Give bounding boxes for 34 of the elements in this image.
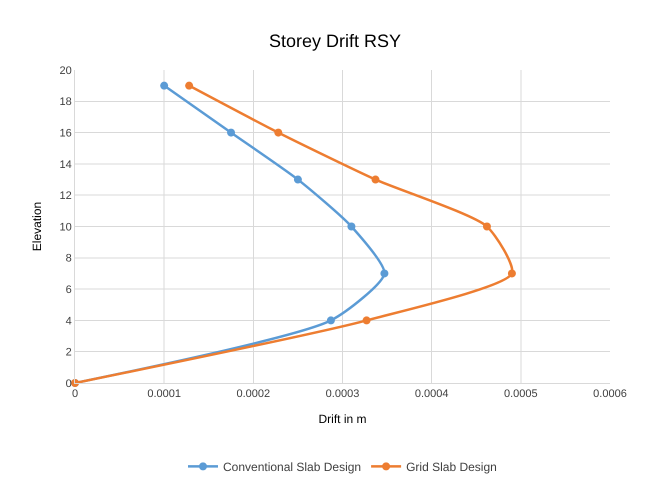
point — [227, 128, 236, 137]
chart-title: Storey Drift RSY — [268, 31, 402, 52]
point — [380, 269, 388, 278]
point — [326, 316, 335, 324]
legend-label: Conventional Slab Design — [223, 460, 362, 474]
x-tick-label: 0.0001 — [147, 388, 181, 400]
point — [347, 222, 356, 230]
y-tick-label: 6 — [66, 284, 72, 296]
point — [294, 176, 302, 184]
y-tick-label: 0 — [66, 378, 72, 390]
x-tick-label: 0.0005 — [504, 388, 538, 400]
point — [160, 82, 168, 90]
point — [508, 269, 516, 278]
y-tick-label: 2 — [66, 346, 72, 359]
point — [362, 316, 371, 324]
point — [482, 222, 491, 230]
point — [371, 176, 380, 184]
y-tick-label: 18 — [60, 96, 72, 108]
x-tick-label: 0.0006 — [593, 388, 627, 400]
y-tick-label: 16 — [60, 127, 72, 140]
y-tick-label: 12 — [60, 190, 72, 202]
y-tick-label: 10 — [60, 221, 72, 234]
point — [274, 128, 282, 137]
x-axis-title: Drift in m — [318, 412, 367, 426]
y-tick-label: 14 — [60, 158, 72, 171]
legend-label: Grid Slab Design — [406, 460, 497, 474]
y-tick-label: 20 — [60, 64, 72, 77]
x-tick-label: 0.0003 — [326, 388, 360, 400]
x-tick-label: 0.0004 — [414, 388, 448, 400]
y-tick-label: 4 — [66, 315, 72, 328]
x-tick-label: 0.0002 — [236, 388, 270, 400]
y-axis-title: Elevation — [30, 202, 44, 252]
y-tick-label: 8 — [66, 252, 72, 265]
point — [185, 82, 194, 90]
